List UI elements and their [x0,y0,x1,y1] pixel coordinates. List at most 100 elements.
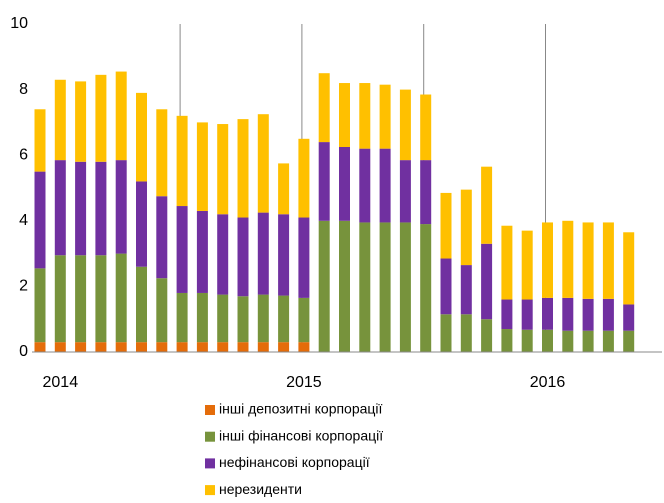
legend-label: нефінансові корпорації [219,454,370,470]
bar-segment [95,342,107,352]
bar-segment [623,232,635,305]
bar-segment [379,222,391,352]
bar-segment [521,329,533,352]
bar-segment [217,342,229,352]
bar-segment [501,299,513,330]
bar-segment [359,222,371,352]
bar-segment [542,222,553,298]
legend-swatch [205,405,215,415]
bar-segment [217,294,229,343]
legend-swatch [205,431,215,442]
bar-segment [257,294,269,343]
bar-segment [257,114,269,213]
bar-segment [34,268,46,343]
bar-segment [602,330,614,352]
bar-segment [237,217,249,297]
bar-segment [481,166,493,244]
bar-segment [34,342,46,352]
x-tick-label: 2014 [43,374,79,391]
bar-segment [440,258,452,315]
bar-segment [196,342,208,352]
y-tick-label: 4 [19,212,28,229]
bar-segment [379,148,391,223]
bar-segment [440,192,452,259]
bar-segment [602,298,614,331]
y-tick-label: 2 [19,278,28,295]
bar-segment [298,217,310,298]
bar-segment [34,109,46,172]
bar-segment [460,189,472,266]
bar-segment [176,115,188,207]
bar-segment [359,83,371,149]
bar-segment [237,296,249,343]
bar-segment [481,243,493,320]
bar-segment [54,79,66,161]
bar-segment [115,342,127,352]
bar-segment [399,160,411,223]
legend-label: нерезиденти [219,481,302,497]
bar-segment [156,278,168,343]
bar-segment [481,319,493,352]
bar-segment [95,161,107,256]
legend-swatch [205,458,215,469]
bar-segment [339,147,350,221]
bar-segment [196,122,208,211]
bar-segment [176,342,188,352]
bar-segment [318,220,330,352]
legend-label: інші депозитні корпорації [219,401,383,417]
bar-segment [156,196,168,279]
bar-segment [54,342,66,352]
bar-segment [156,109,168,197]
bar-segment [136,92,147,182]
bar-segment [115,253,127,343]
bar-segment [542,329,553,352]
bar-segment [379,84,391,149]
bar-segment [278,163,290,215]
bar-segment [278,214,290,296]
bar-segment [623,304,635,331]
bar-segment [339,220,350,352]
bar-segment [562,330,574,352]
bar-segment [298,297,310,343]
bar-segment [460,314,472,352]
bar-segment [582,330,594,352]
bar-segment [460,265,472,315]
bar-segment [278,295,290,343]
y-tick-label: 10 [10,15,28,32]
y-tick-label: 6 [19,146,28,163]
bar-segment [75,81,87,162]
bar-segment [501,329,513,352]
bar-segment [257,212,269,295]
bar-segment [176,292,188,343]
bar-segment [115,71,127,161]
bar-segment [278,342,290,352]
bar-segment [136,181,147,267]
x-tick-label: 2015 [286,374,322,391]
bar-segment [176,206,188,293]
bar-segment [420,94,432,161]
y-tick-label: 0 [19,343,28,360]
bar-segment [623,330,635,352]
bar-segment [582,222,594,299]
bar-segment [318,73,330,143]
bar-segment [136,342,147,352]
bar-segment [542,297,553,330]
bar-segment [54,255,66,343]
bar-segment [217,214,229,295]
bar-segment [75,161,87,256]
bar-segment [501,225,513,300]
bar-segment [237,119,249,218]
bar-segment [420,224,432,352]
bar-segment [521,230,533,300]
bar-segment [257,342,269,352]
bar-segment [196,292,208,343]
bar-segment [95,255,107,343]
bar-segment [75,342,87,352]
bar-segment [602,222,614,299]
bar-segment [298,342,310,352]
bar-segment [115,160,127,254]
bar-segment [34,171,46,269]
y-tick-label: 8 [19,81,28,98]
bar-segment [399,89,411,161]
bar-segment [420,160,432,225]
